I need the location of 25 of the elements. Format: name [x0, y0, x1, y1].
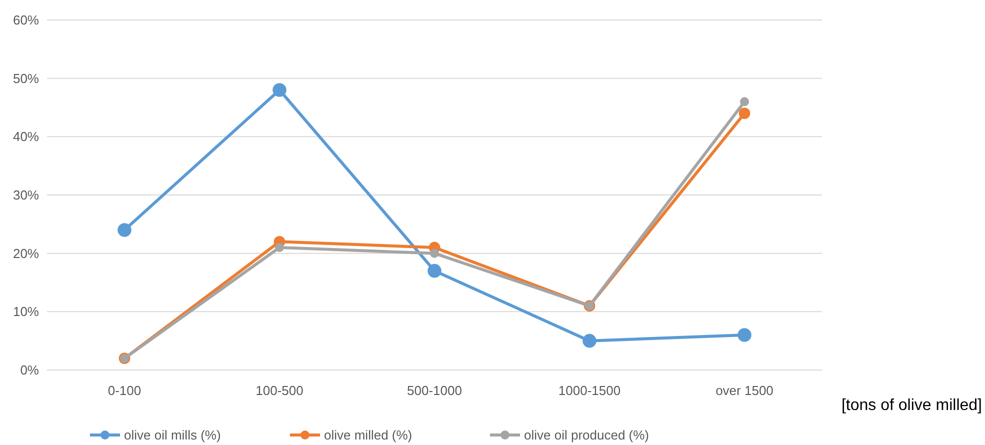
x-tick-label: over 1500 — [716, 383, 774, 398]
y-tick-label: 40% — [12, 129, 40, 144]
x-tick-label: 100-500 — [256, 383, 304, 398]
y-tick-label: 60% — [12, 12, 40, 28]
y-tick-label: 20% — [12, 246, 40, 261]
y-tick-label: 30% — [12, 188, 40, 203]
point — [272, 83, 286, 97]
legend-label: olive oil mills (%) — [124, 428, 221, 443]
y-tick-label: 0% — [20, 362, 40, 378]
point — [738, 328, 752, 342]
point — [582, 334, 596, 348]
x-axis-title: [tons of olive milled] — [841, 397, 982, 414]
point — [430, 248, 439, 258]
point — [275, 243, 284, 252]
x-tick-label: 1000-1500 — [558, 383, 621, 398]
point — [428, 264, 442, 278]
x-tick-label: 0-100 — [108, 383, 142, 398]
y-tick-label: 50% — [12, 70, 40, 86]
point — [738, 108, 750, 120]
y-tick-label: 10% — [12, 304, 40, 320]
legend-label: olive milled (%) — [324, 428, 412, 443]
point — [118, 223, 132, 237]
point — [740, 97, 749, 106]
x-tick-label: 500-1000 — [407, 383, 462, 398]
legend-label: olive oil produced (%) — [524, 428, 650, 443]
